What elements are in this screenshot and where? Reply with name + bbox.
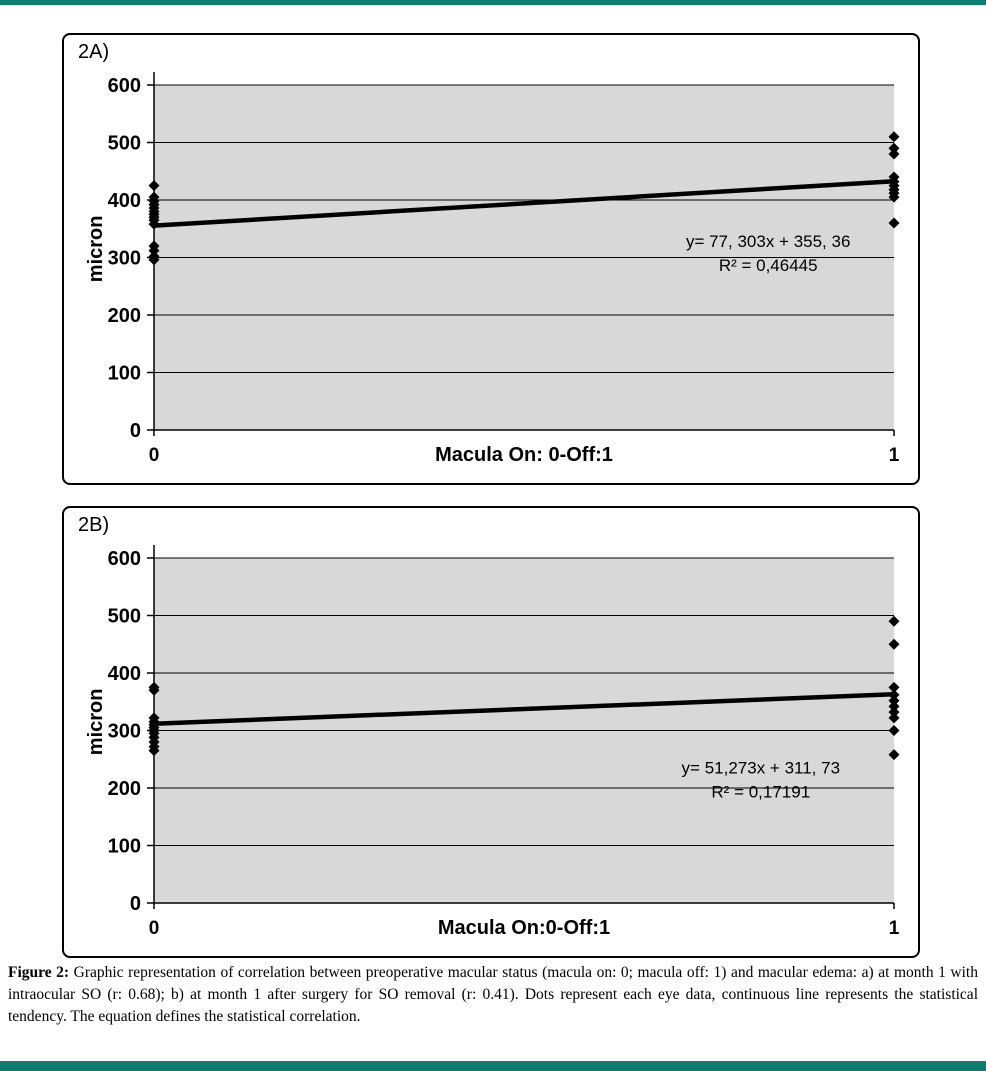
- panel-label-2b: 2B): [78, 514, 110, 536]
- data-point: [888, 706, 900, 718]
- data-point: [148, 180, 160, 192]
- y-tick-label: 100: [108, 363, 141, 385]
- y-tick-label: 400: [108, 190, 141, 212]
- data-point: [888, 700, 900, 712]
- y-tick-label: 300: [108, 248, 141, 270]
- trend-line: [151, 178, 897, 228]
- y-axis-title: micron: [85, 216, 107, 283]
- scatter-plot-2a: 0 100 200 300 400 500 600 0 1 y= 77, 303x + 355, …: [85, 72, 900, 466]
- data-point: [888, 615, 900, 627]
- data-point: [148, 745, 160, 757]
- scatter-plot-2b: 0 100 200 300 400 500 600 0 1 y= 51,273x + 311, 7…: [85, 545, 900, 939]
- figure-caption: Figure 2: Graphic representation of corr…: [8, 962, 978, 1028]
- x-tick-label: 0: [149, 918, 160, 939]
- data-point: [888, 638, 900, 650]
- y-tick-label: 200: [108, 778, 141, 800]
- data-point: [888, 695, 900, 707]
- page-bottom-border: [0, 1061, 986, 1071]
- x-tick-label: 1: [889, 445, 900, 466]
- data-point: [888, 191, 900, 203]
- chart-panel-2b: 2B) 0 100 200 300 400 500 600 0 1 y= 51,273x + 31…: [62, 506, 920, 958]
- x-axis-title: Macula On: 0-Off:1: [435, 444, 613, 466]
- data-point: [148, 245, 160, 257]
- chart-panel-2a: 2A) 0 100 200 300 400 500 600 0 1 y= 77, 303x + 3…: [62, 33, 920, 485]
- y-tick-label: 500: [108, 133, 141, 155]
- y-tick-label: 100: [108, 836, 141, 858]
- y-tick-label: 300: [108, 721, 141, 743]
- data-point: [888, 749, 900, 761]
- y-tick-label: 200: [108, 305, 141, 327]
- page-top-border: [0, 0, 986, 5]
- x-tick-label: 0: [149, 445, 160, 466]
- data-point: [888, 217, 900, 229]
- x-axis-title: Macula On:0-Off:1: [438, 917, 610, 939]
- panel-label-2a: 2A): [78, 41, 110, 63]
- y-tick-label: 0: [130, 420, 141, 442]
- data-point: [888, 148, 900, 160]
- y-tick-label: 600: [108, 75, 141, 97]
- y-tick-label: 500: [108, 606, 141, 628]
- data-point: [888, 681, 900, 693]
- equation-label: y= 51,273x + 311, 73: [682, 759, 840, 778]
- data-point: [148, 218, 160, 230]
- y-tick-label: 400: [108, 663, 141, 685]
- y-tick-label: 600: [108, 548, 141, 570]
- data-point: [148, 684, 160, 696]
- data-point: [888, 142, 900, 154]
- x-tick-label: 1: [889, 918, 900, 939]
- data-point: [888, 725, 900, 736]
- figure-caption-text: Graphic representation of correlation be…: [8, 964, 978, 1025]
- y-tick-label: 0: [130, 893, 141, 915]
- r-squared-label: R² = 0,46445: [719, 256, 818, 275]
- data-point: [888, 689, 900, 701]
- figure-caption-label: Figure 2:: [8, 964, 70, 981]
- trend-line: [151, 692, 897, 727]
- equation-label: y= 77, 303x + 355, 36: [686, 232, 850, 251]
- y-axis-title: micron: [85, 689, 107, 756]
- r-squared-label: R² = 0,17191: [711, 783, 810, 802]
- data-point: [888, 131, 900, 143]
- data-point: [888, 712, 900, 724]
